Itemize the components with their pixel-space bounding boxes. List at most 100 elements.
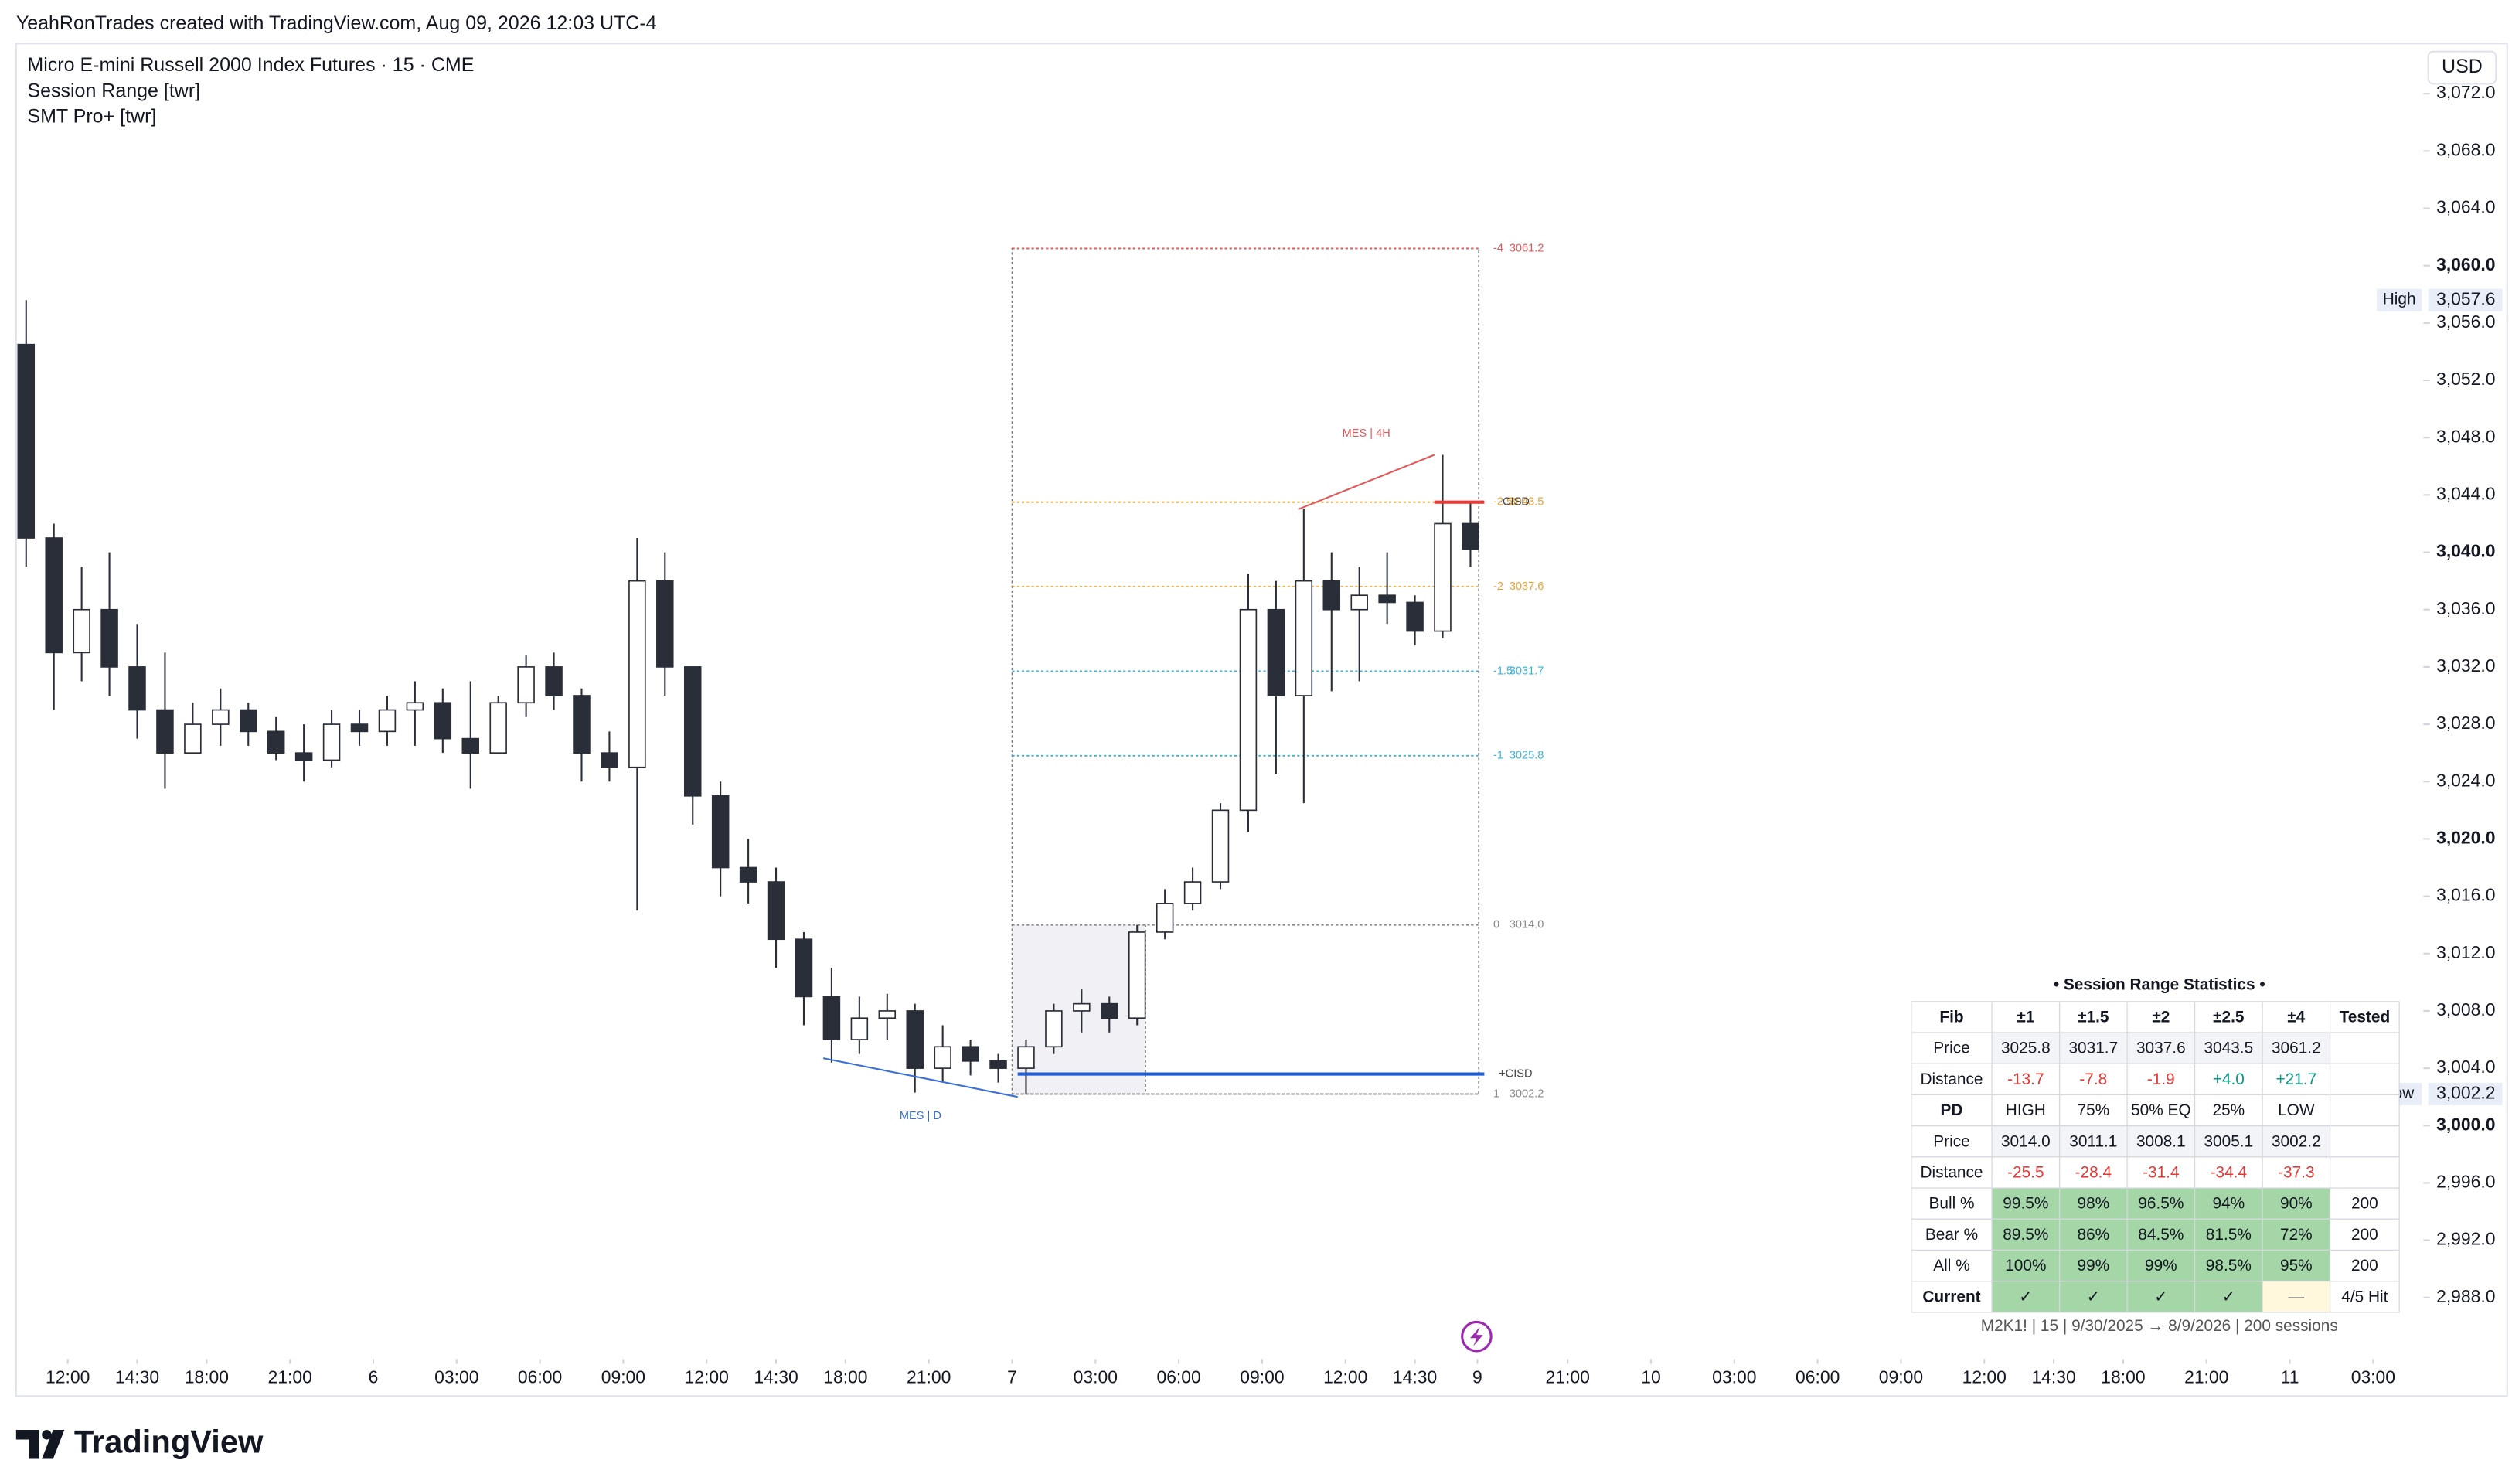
x-tick-label: 18:00 <box>2101 1367 2145 1387</box>
fib-tag: -2.5 <box>1493 496 1513 509</box>
candle-body <box>628 580 646 768</box>
x-tick-label: 14:30 <box>1393 1367 1437 1387</box>
table-text: Distance <box>1920 1164 1983 1182</box>
table-cell <box>2329 1156 2400 1189</box>
table-text: 25% <box>2212 1101 2245 1119</box>
table-text: — <box>2288 1288 2304 1305</box>
x-tick-label: 6 <box>369 1367 379 1387</box>
table-cell <box>2194 1249 2263 1282</box>
smt-label: MES | 4H <box>1343 427 1390 440</box>
table-text: -1.9 <box>2147 1070 2175 1088</box>
fib-value: 3061.2 <box>1510 242 1544 254</box>
y-tick-label: 3,012.0 <box>2436 942 2495 962</box>
y-tick-label: 2,992.0 <box>2436 1229 2495 1249</box>
x-tick-label: 10 <box>1641 1367 1660 1387</box>
x-tick-label: 03:00 <box>1074 1367 1118 1387</box>
table-cell <box>2329 1125 2400 1158</box>
brand-logo[interactable]: TradingView <box>15 1424 264 1460</box>
candle-body <box>1462 522 1479 550</box>
table-text: 96.5% <box>2138 1195 2184 1213</box>
candle-body <box>1128 931 1146 1019</box>
price-marker-value: 3,002.2 <box>2436 1083 2495 1103</box>
chart-frame <box>15 43 2508 1397</box>
candle-body <box>573 695 591 754</box>
table-text: 50% EQ <box>2131 1101 2191 1119</box>
table-cell <box>2126 1001 2196 1033</box>
fib-tag: 0 <box>1493 919 1499 931</box>
table-text: 84.5% <box>2138 1226 2184 1244</box>
table-text: 3061.2 <box>2272 1040 2321 1057</box>
lightning-icon[interactable] <box>1461 1320 1493 1353</box>
table-text: 3002.2 <box>2272 1132 2321 1150</box>
fib-tag: -1.5 <box>1493 665 1513 677</box>
table-cell <box>2194 1032 2263 1064</box>
candle-body <box>822 996 841 1040</box>
fib-tag: -2 <box>1493 580 1503 593</box>
table-cell <box>2262 1156 2331 1189</box>
table-text: 3031.7 <box>2068 1040 2118 1057</box>
x-tick-label: 09:00 <box>601 1367 645 1387</box>
y-tick-label: 3,044.0 <box>2436 483 2495 503</box>
table-text: Fib <box>1939 1008 1963 1026</box>
x-tick-label: 06:00 <box>1796 1367 1840 1387</box>
y-tick-label: 2,988.0 <box>2436 1286 2495 1306</box>
table-text: 200 <box>2351 1257 2378 1275</box>
currency-button[interactable] <box>2427 50 2497 85</box>
table-text: ✓ <box>2087 1288 2100 1305</box>
candle-body <box>1211 809 1230 883</box>
table-text: PD <box>1941 1101 1963 1119</box>
symbol-legend[interactable]: Micro E-mini Russell 2000 Index Futures … <box>27 54 474 76</box>
candle-body <box>1434 522 1452 632</box>
table-cell <box>2329 1094 2400 1127</box>
x-tick-label: 7 <box>1007 1367 1017 1387</box>
indicator-legend[interactable]: SMT Pro+ [twr] <box>27 106 156 128</box>
table-text: 3008.1 <box>2136 1132 2186 1150</box>
table-text: Price <box>1933 1132 1969 1150</box>
candle-body <box>184 723 202 754</box>
table-text: ±4 <box>2287 1008 2305 1026</box>
table-text: -37.3 <box>2278 1164 2314 1182</box>
table-cell <box>2329 1281 2400 1313</box>
x-tick-label: 12:00 <box>1962 1367 2007 1387</box>
candle-body <box>128 666 146 711</box>
currency-label[interactable]: USD <box>2442 56 2483 77</box>
price-marker-bg <box>2377 288 2422 311</box>
fib-value: 3031.7 <box>1510 665 1544 677</box>
indicator-legend[interactable]: Session Range [twr] <box>27 80 200 101</box>
table-text: HIGH <box>2006 1101 2046 1119</box>
table-cell <box>2262 1281 2331 1313</box>
x-tick-label: 21:00 <box>267 1367 311 1387</box>
table-text: -25.5 <box>2007 1164 2044 1182</box>
x-tick-label: 14:30 <box>2031 1367 2075 1387</box>
brand-name[interactable]: TradingView <box>74 1424 264 1460</box>
table-text: 3014.0 <box>2001 1132 2051 1150</box>
candle-body <box>45 537 63 654</box>
table-text: -7.8 <box>2079 1070 2107 1088</box>
table-cell <box>2058 1156 2128 1189</box>
candle-body <box>378 709 397 733</box>
table-cell <box>2058 1001 2128 1033</box>
candle-body <box>711 795 730 869</box>
y-tick-label: 3,004.0 <box>2436 1057 2495 1077</box>
table-cell <box>2329 1063 2400 1096</box>
table-text: 89.5% <box>2003 1226 2048 1244</box>
candle-body <box>17 343 36 539</box>
table-cell <box>2194 1063 2263 1096</box>
table-text: ✓ <box>2019 1288 2032 1305</box>
table-cell <box>2126 1218 2196 1251</box>
axes: 2,988.0 2,992.0 2,996.0 3,000.0 3,004.0 3,008… <box>46 82 2503 1387</box>
candle-body <box>1017 1046 1035 1069</box>
table-text: 3043.5 <box>2204 1040 2253 1057</box>
fib-value: 3014.0 <box>1510 919 1544 931</box>
y-tick-label: 3,020.0 <box>2436 827 2495 847</box>
y-tick-label: 3,052.0 <box>2436 369 2495 389</box>
candle-body <box>267 730 285 754</box>
candle-body <box>434 702 452 740</box>
table-cell <box>2058 1249 2128 1282</box>
candle-body <box>294 752 313 761</box>
table-cell <box>2262 1001 2331 1033</box>
fib-value: 3043.5 <box>1510 496 1544 509</box>
table-text: LOW <box>2278 1101 2315 1119</box>
candle-body <box>1101 1002 1118 1019</box>
